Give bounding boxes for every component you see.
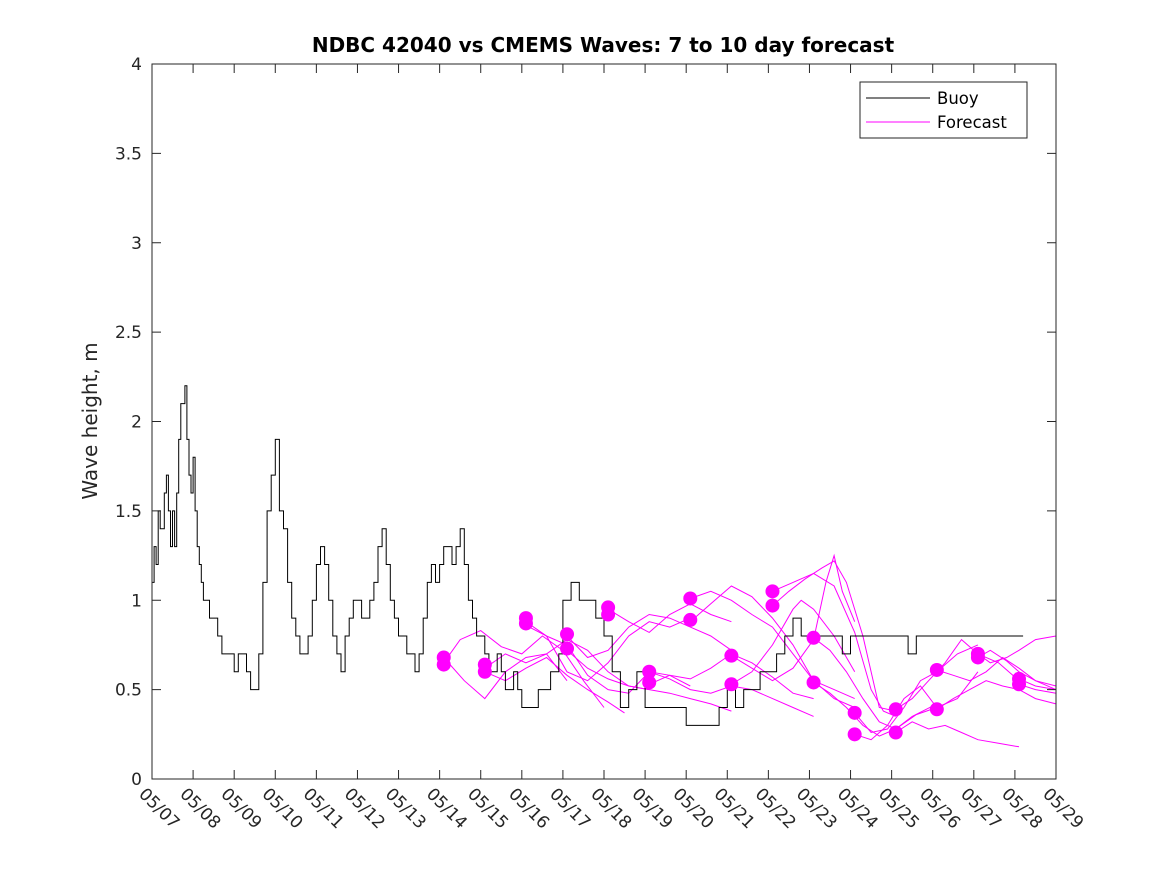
x-tick-label: 05/14 bbox=[422, 784, 471, 833]
x-tick-label: 05/16 bbox=[504, 784, 553, 833]
y-tick-label: 2 bbox=[131, 413, 142, 433]
forecast-marker bbox=[560, 627, 575, 642]
forecast-marker bbox=[518, 616, 533, 631]
forecast-marker bbox=[929, 702, 944, 717]
forecast-line bbox=[731, 599, 856, 685]
chart-title: NDBC 42040 vs CMEMS Waves: 7 to 10 day f… bbox=[312, 33, 895, 57]
forecast-marker bbox=[888, 725, 903, 740]
legend-box bbox=[859, 81, 1028, 139]
forecast-marker bbox=[436, 657, 451, 672]
forecast-line bbox=[936, 680, 1057, 710]
y-axis: 0 0.5 1 1.5 2 2.5 3 3.5 4 bbox=[115, 55, 1056, 790]
x-tick-label: 05/08 bbox=[176, 784, 225, 833]
x-tick-label: 05/19 bbox=[628, 784, 677, 833]
forecast-line bbox=[566, 613, 732, 659]
forecast-line bbox=[854, 671, 979, 741]
y-axis-title: Wave height, m bbox=[78, 342, 102, 499]
y-tick-label: 4 bbox=[131, 55, 142, 75]
x-tick-label: 05/28 bbox=[997, 784, 1046, 833]
forecast-marker bbox=[888, 702, 903, 717]
x-axis: 05/0705/0805/0905/1005/1105/1205/1305/14… bbox=[134, 64, 1087, 833]
plot-area bbox=[152, 385, 1057, 748]
forecast-line bbox=[772, 572, 896, 717]
x-tick-label: 05/09 bbox=[217, 784, 266, 833]
legend-label-buoy: Buoy bbox=[937, 89, 979, 108]
forecast-marker bbox=[847, 705, 862, 720]
x-tick-label: 05/10 bbox=[258, 784, 307, 833]
x-tick-label: 05/07 bbox=[134, 784, 183, 833]
x-tick-label: 05/11 bbox=[299, 784, 348, 833]
forecast-line bbox=[607, 603, 732, 634]
forecast-line bbox=[936, 656, 1057, 691]
forecast-line bbox=[854, 644, 979, 734]
forecast-marker bbox=[601, 607, 616, 622]
x-tick-label: 05/24 bbox=[833, 784, 882, 833]
forecast-line bbox=[689, 585, 855, 700]
forecast-line bbox=[525, 617, 691, 682]
forecast-line bbox=[525, 624, 691, 694]
forecast-line bbox=[977, 649, 1057, 687]
x-tick-label: 05/29 bbox=[1038, 784, 1087, 833]
forecast-line bbox=[813, 682, 938, 737]
x-tick-label: 05/13 bbox=[381, 784, 430, 833]
forecast-marker bbox=[477, 664, 492, 679]
y-tick-label: 0 bbox=[131, 770, 142, 790]
x-tick-label: 05/15 bbox=[463, 784, 512, 833]
forecast-marker bbox=[560, 641, 575, 656]
y-tick-label: 1 bbox=[131, 591, 142, 611]
y-tick-label: 3 bbox=[131, 234, 142, 254]
y-tick-label: 2.5 bbox=[115, 323, 142, 343]
forecast-marker bbox=[642, 675, 657, 690]
x-tick-label: 05/12 bbox=[340, 784, 389, 833]
forecast-markers-group bbox=[436, 584, 1027, 742]
x-tick-label: 05/26 bbox=[915, 784, 964, 833]
x-tick-label: 05/27 bbox=[956, 784, 1005, 833]
forecast-marker bbox=[847, 727, 862, 742]
forecast-marker bbox=[806, 630, 821, 645]
forecast-line bbox=[690, 590, 855, 708]
forecast-marker bbox=[724, 648, 739, 663]
forecast-marker bbox=[970, 650, 985, 665]
forecast-line bbox=[772, 560, 896, 712]
forecast-line bbox=[443, 630, 605, 708]
x-tick-label: 05/17 bbox=[545, 784, 594, 833]
forecast-series-group bbox=[443, 553, 1057, 748]
legend-label-forecast: Forecast bbox=[937, 113, 1007, 132]
forecast-marker bbox=[724, 677, 739, 692]
x-tick-label: 05/25 bbox=[874, 784, 923, 833]
y-tick-label: 1.5 bbox=[115, 502, 142, 522]
y-tick-label: 3.5 bbox=[115, 144, 142, 164]
forecast-line bbox=[977, 635, 1057, 664]
x-tick-label: 05/21 bbox=[710, 784, 759, 833]
forecast-marker bbox=[929, 662, 944, 677]
forecast-line bbox=[484, 656, 625, 714]
x-tick-label: 05/18 bbox=[586, 784, 635, 833]
forecast-marker bbox=[1012, 677, 1027, 692]
forecast-marker bbox=[642, 664, 657, 679]
forecast-marker bbox=[765, 598, 780, 613]
forecast-line bbox=[813, 637, 937, 730]
y-tick-label: 0.5 bbox=[115, 681, 142, 701]
forecast-line bbox=[895, 721, 1020, 748]
forecast-line bbox=[566, 649, 732, 712]
forecast-marker bbox=[806, 675, 821, 690]
forecast-marker bbox=[683, 591, 698, 606]
legend: Buoy Forecast bbox=[859, 81, 1028, 139]
plot-frame bbox=[151, 63, 1057, 780]
forecast-marker bbox=[683, 612, 698, 627]
x-tick-label: 05/23 bbox=[792, 784, 841, 833]
forecast-marker bbox=[765, 584, 780, 599]
x-tick-label: 05/22 bbox=[751, 784, 800, 833]
x-tick-label: 05/20 bbox=[669, 784, 718, 833]
